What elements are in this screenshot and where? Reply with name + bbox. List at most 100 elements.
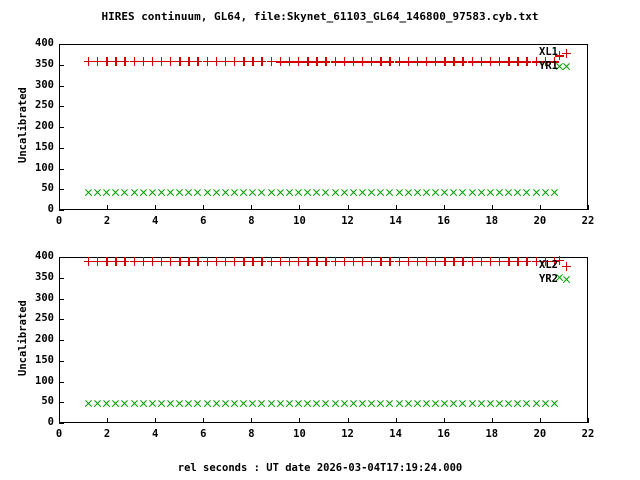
data-point-xl1: [202, 56, 212, 66]
data-point-yr1: [294, 188, 303, 197]
x-axis-tick: [539, 418, 541, 423]
data-point-xl2: [92, 256, 102, 266]
data-point-xl1: [248, 56, 258, 66]
data-point-xl2: [321, 256, 331, 266]
data-point-yr1: [267, 188, 276, 197]
data-point-xl1: [412, 57, 422, 67]
data-point-yr1: [111, 188, 120, 197]
data-point-yr1: [513, 188, 522, 197]
x-axis-tick-label: 2: [103, 428, 111, 440]
legend-item-xl2: XL2: [510, 259, 588, 273]
x-axis-tick: [251, 205, 253, 210]
data-point-xl1: [513, 57, 523, 67]
y-axis-tick: [59, 257, 64, 258]
data-point-xl1: [495, 57, 504, 67]
data-point-xl1: [138, 56, 148, 66]
x-axis-tick-label: 10: [293, 215, 306, 227]
x-axis-tick: [155, 205, 157, 210]
data-point-yr2: [376, 399, 385, 408]
data-point-yr1: [120, 188, 129, 197]
data-point-yr1: [376, 188, 385, 197]
data-point-xl2: [303, 256, 313, 266]
y-axis-tick: [59, 319, 64, 321]
data-point-yr2: [130, 399, 139, 408]
data-point-yr2: [294, 399, 303, 408]
y-axis-tick: [59, 85, 64, 87]
data-point-xl1: [376, 57, 386, 67]
legend-label: XL1: [539, 46, 558, 58]
data-point-yr2: [93, 399, 102, 408]
data-point-yr2: [431, 399, 440, 408]
x-axis-tick-label: 16: [437, 215, 451, 227]
y-axis-tick: [59, 381, 64, 383]
data-point-xl1: [257, 56, 267, 66]
data-point-xl2: [120, 256, 130, 266]
data-point-xl1: [312, 57, 322, 67]
x-axis-tick: [395, 205, 397, 210]
data-point-yr2: [449, 399, 458, 408]
data-point-xl1: [230, 56, 240, 66]
data-point-xl2: [156, 256, 166, 266]
x-axis-tick-label: 20: [533, 428, 547, 440]
data-point-xl2: [230, 256, 240, 266]
data-point-yr1: [166, 188, 175, 197]
data-point-xl1: [554, 51, 564, 61]
data-point-xl1: [266, 56, 276, 66]
data-point-xl2: [394, 256, 404, 266]
data-point-yr2: [248, 399, 257, 408]
data-point-xl2: [211, 256, 221, 266]
data-point-yr1: [385, 188, 394, 197]
data-point-yr2: [385, 399, 394, 408]
data-point-xl2: [504, 256, 514, 266]
data-point-yr1: [367, 188, 376, 197]
y-axis-tick-label: 250: [35, 312, 54, 325]
data-point-xl1: [175, 56, 185, 66]
data-point-yr1: [468, 188, 477, 197]
data-point-yr2: [532, 399, 541, 408]
data-point-xl1: [504, 57, 514, 67]
data-point-xl2: [348, 256, 358, 266]
data-point-xl2: [275, 256, 285, 266]
chart-legend: XL1 YR1: [510, 46, 588, 78]
data-point-xl2: [522, 256, 532, 266]
data-point-yr1: [285, 188, 294, 197]
data-point-yr1: [504, 188, 513, 197]
y-axis-tick: [59, 402, 64, 404]
y-axis-tick-label: 150: [35, 140, 54, 153]
data-point-yr2: [120, 399, 129, 408]
x-axis-tick: [395, 418, 397, 423]
data-point-yr1: [130, 188, 139, 197]
data-point-yr1: [321, 188, 330, 197]
data-point-xl2: [485, 256, 495, 266]
data-point-xl2: [257, 256, 267, 266]
data-point-xl2: [147, 256, 157, 266]
x-axis-tick: [443, 418, 445, 423]
data-point-yr1: [203, 188, 212, 197]
data-point-yr2: [513, 399, 522, 408]
data-point-xl2: [166, 256, 176, 266]
legend-item-yr2: YR2: [510, 273, 588, 287]
data-point-yr1: [239, 188, 248, 197]
data-point-yr1: [440, 188, 449, 197]
y-axis-tick: [59, 210, 64, 211]
data-point-yr1: [532, 188, 541, 197]
data-point-yr1: [395, 188, 404, 197]
x-axis-tick: [59, 205, 60, 210]
data-point-yr1: [422, 188, 431, 197]
data-point-xl2: [339, 256, 349, 266]
data-point-xl1: [522, 57, 532, 67]
data-point-yr1: [84, 188, 93, 197]
data-point-xl1: [239, 56, 249, 66]
y-axis-tick-label: 400: [35, 37, 54, 49]
data-point-yr1: [184, 188, 193, 197]
data-point-xl2: [266, 256, 276, 266]
data-point-yr2: [184, 399, 193, 408]
data-point-yr2: [550, 399, 559, 408]
data-point-yr2: [212, 399, 221, 408]
x-axis-tick: [251, 418, 253, 423]
y-axis-tick-label: 0: [47, 203, 54, 215]
y-axis-label: Uncalibrated: [17, 87, 29, 163]
y-axis-tick-label: 300: [35, 291, 54, 304]
x-axis-label: rel seconds : UT date 2026-03-04T17:19:2…: [177, 462, 463, 474]
data-point-yr2: [175, 399, 184, 408]
